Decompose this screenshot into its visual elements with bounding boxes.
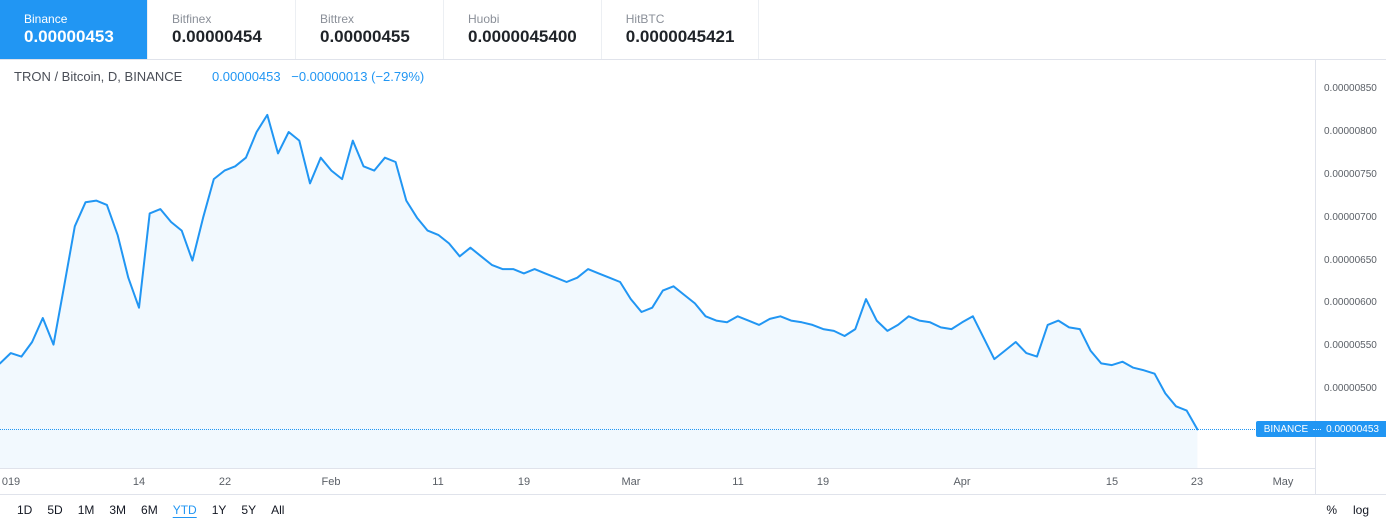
plot-area[interactable] (0, 60, 1315, 468)
current-price-line (0, 429, 1315, 430)
chart-area: TRON / Bitcoin, D, BINANCE 0.00000453 −0… (0, 60, 1386, 494)
log-scale-button[interactable]: log (1346, 500, 1376, 520)
time-axis-label: 019 (1, 476, 21, 488)
time-axis-label: 11 (732, 476, 744, 488)
percent-scale-button[interactable]: % (1319, 500, 1344, 520)
current-price-label: BINANCE 0.00000453 (1255, 421, 1386, 437)
range-button-1d[interactable]: 1D (10, 500, 39, 520)
time-axis-label: 11 (432, 476, 444, 488)
tab-binance[interactable]: Binance 0.00000453 (0, 0, 148, 59)
price-line-chart (0, 113, 1199, 468)
price-label-exchange: BINANCE (1263, 423, 1309, 435)
range-buttons: 1D 5D 1M 3M 6M YTD 1Y 5Y All (10, 500, 291, 520)
chart-legend: TRON / Bitcoin, D, BINANCE 0.00000453 −0… (14, 69, 424, 84)
time-axis[interactable]: 019 14 22 Feb 11 19 Mar 11 19 Apr 15 23 May (0, 468, 1315, 494)
time-axis-label: 19 (517, 476, 531, 488)
scale-buttons: % log (1319, 500, 1376, 520)
bottom-toolbar: 1D 5D 1M 3M 6M YTD 1Y 5Y All % log (0, 494, 1386, 525)
price-line-path (0, 113, 1199, 431)
price-axis-label: 0.00000700 (1324, 212, 1377, 223)
range-button-all[interactable]: All (264, 500, 291, 520)
tab-hitbtc-price: 0.0000045421 (625, 26, 735, 46)
exchange-tab-bar: Binance 0.00000453 Bitfinex 0.00000454 B… (0, 0, 1386, 60)
time-axis-label: 14 (132, 476, 146, 488)
tab-bitfinex[interactable]: Bitfinex 0.00000454 (148, 0, 296, 59)
time-axis-label: 23 (1190, 476, 1204, 488)
price-axis-label: 0.00000750 (1324, 169, 1377, 180)
range-button-5d[interactable]: 5D (40, 500, 69, 520)
time-axis-label: 15 (1105, 476, 1119, 488)
tab-bittrex-price: 0.00000455 (320, 26, 410, 46)
tab-binance-label: Binance (24, 11, 68, 26)
tab-binance-price: 0.00000453 (24, 26, 114, 46)
price-axis-label: 0.00000650 (1324, 255, 1377, 266)
tab-huobi[interactable]: Huobi 0.0000045400 (444, 0, 602, 59)
range-button-ytd[interactable]: YTD (166, 500, 204, 520)
tab-hitbtc[interactable]: HitBTC 0.0000045421 (601, 0, 760, 59)
time-axis-label: 22 (218, 476, 232, 488)
tab-bittrex-label: Bittrex (320, 11, 355, 26)
price-axis-label: 0.00000600 (1324, 297, 1377, 308)
legend-last-price: 0.00000453 (211, 69, 281, 84)
price-label-value: 0.00000453 (1326, 423, 1379, 435)
tab-bittrex[interactable]: Bittrex 0.00000455 (296, 0, 444, 59)
time-axis-label: Apr (953, 476, 971, 488)
price-axis-label: 0.00000550 (1324, 340, 1377, 351)
range-button-1m[interactable]: 1M (71, 500, 102, 520)
price-axis-label: 0.00000850 (1324, 83, 1377, 94)
tab-bitfinex-price: 0.00000454 (172, 26, 262, 46)
range-button-5y[interactable]: 5Y (234, 500, 263, 520)
range-button-3m[interactable]: 3M (102, 500, 133, 520)
tab-hitbtc-label: HitBTC (625, 11, 665, 26)
price-area-fill (0, 114, 1198, 468)
symbol-title: TRON / Bitcoin, D, BINANCE (14, 69, 183, 84)
time-axis-label: Mar (621, 476, 641, 488)
tab-huobi-label: Huobi (468, 11, 500, 26)
time-axis-label: Feb (321, 476, 341, 488)
time-axis-label: May (1272, 476, 1294, 488)
legend-change: −0.00000013 (−2.79%) (291, 69, 425, 84)
price-label-separator (1313, 428, 1322, 430)
price-axis-label: 0.00000500 (1324, 383, 1377, 394)
price-axis-label: 0.00000800 (1324, 126, 1377, 137)
tab-huobi-price: 0.0000045400 (468, 26, 577, 46)
time-axis-label: 19 (816, 476, 830, 488)
range-button-6m[interactable]: 6M (134, 500, 165, 520)
range-button-1y[interactable]: 1Y (205, 500, 234, 520)
tab-bitfinex-label: Bitfinex (172, 11, 212, 26)
